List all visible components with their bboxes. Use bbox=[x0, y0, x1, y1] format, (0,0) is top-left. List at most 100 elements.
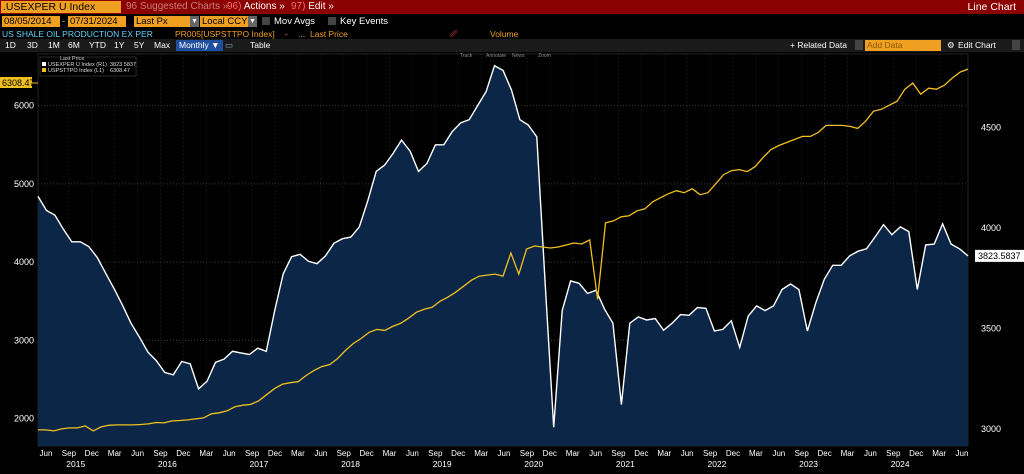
mov-avgs-checkbox[interactable] bbox=[262, 17, 270, 25]
x-year-label: 2021 bbox=[616, 459, 635, 469]
legend-entry-value: 3823.5837 bbox=[110, 62, 136, 68]
left-last-value-label: 6308.47 bbox=[2, 78, 35, 88]
y-right-tick-label: 3000 bbox=[981, 424, 1001, 434]
ticker-field[interactable]: .USEXPER U Index bbox=[1, 1, 121, 13]
x-month-label: Mar bbox=[657, 449, 671, 458]
range-5y[interactable]: 5Y bbox=[134, 40, 145, 50]
x-month-label: Sep bbox=[520, 449, 535, 458]
series2-dash: - bbox=[285, 29, 288, 39]
suggested-label: Suggested Charts bbox=[139, 1, 220, 12]
legend-header: Last Price bbox=[60, 56, 84, 62]
x-month-label: Mar bbox=[383, 449, 397, 458]
x-month-label: Dec bbox=[543, 449, 557, 458]
x-year-label: 2018 bbox=[341, 459, 360, 469]
y-left-tick-label: 6000 bbox=[14, 101, 34, 111]
x-month-label: Sep bbox=[153, 449, 168, 458]
range-3d[interactable]: 3D bbox=[27, 40, 38, 50]
tool-news[interactable]: News bbox=[512, 53, 525, 59]
x-month-label: Jun bbox=[956, 449, 969, 458]
key-events-label: Key Events bbox=[340, 16, 389, 27]
x-year-label: 2017 bbox=[250, 459, 269, 469]
x-month-label: Mar bbox=[841, 449, 855, 458]
actions-label: Actions bbox=[243, 1, 277, 12]
key-events-checkbox[interactable] bbox=[328, 17, 336, 25]
y-right-tick-label: 4500 bbox=[981, 122, 1001, 132]
x-month-label: Mar bbox=[566, 449, 580, 458]
x-month-label: Sep bbox=[886, 449, 901, 458]
related-data-button[interactable]: + Related Data bbox=[790, 40, 847, 50]
chevron-down-icon[interactable]: ▼ bbox=[248, 16, 257, 27]
end-date-field[interactable]: 07/31/2024 bbox=[68, 16, 126, 27]
x-month-label: Mar bbox=[932, 449, 946, 458]
volume-label: Volume bbox=[490, 29, 519, 39]
x-month-label: Jun bbox=[40, 449, 53, 458]
tool-annotate[interactable]: Annotate bbox=[486, 53, 506, 59]
series2-field: Last Price bbox=[310, 29, 348, 39]
range-row: 1D 3D 1M 6M YTD 1Y 5Y Max Monthly ▼ ▭ Ta… bbox=[0, 39, 1024, 52]
range-1y[interactable]: 1Y bbox=[114, 40, 125, 50]
series1-title: US SHALE OIL PRODUCTION EX PER bbox=[2, 29, 153, 39]
chart-type-title: Line Chart bbox=[967, 1, 1016, 13]
suggested-charts-menu[interactable]: 96 Suggested Charts » bbox=[126, 1, 229, 12]
tool-track[interactable]: Track bbox=[460, 53, 473, 59]
volume-icon: ␥ bbox=[450, 29, 458, 39]
x-month-label: Dec bbox=[817, 449, 831, 458]
x-year-label: 2019 bbox=[433, 459, 452, 469]
x-month-label: Dec bbox=[909, 449, 923, 458]
range-max[interactable]: Max bbox=[154, 40, 171, 50]
x-month-label: Sep bbox=[611, 449, 626, 458]
usexper-line bbox=[37, 64, 969, 428]
x-month-label: Jun bbox=[223, 449, 236, 458]
dropdown-icon[interactable] bbox=[855, 40, 863, 50]
x-year-label: 2015 bbox=[66, 459, 85, 469]
edit-chart-button[interactable]: Edit Chart bbox=[958, 40, 996, 50]
legend-box bbox=[39, 56, 137, 77]
edit-menu[interactable]: 97) Edit » bbox=[291, 1, 334, 12]
x-month-label: Dec bbox=[85, 449, 99, 458]
range-1m[interactable]: 1M bbox=[48, 40, 60, 50]
mov-avgs-label: Mov Avgs bbox=[274, 16, 316, 27]
x-month-label: Dec bbox=[634, 449, 648, 458]
legend-swatch bbox=[42, 68, 46, 72]
x-month-label: Mar bbox=[474, 449, 488, 458]
edit-label: Edit bbox=[308, 1, 326, 12]
x-month-label: Dec bbox=[726, 449, 740, 458]
axes: 2000 3000 4000 5000 6000 3000 3500 4000 4500 Jun S… bbox=[14, 101, 1001, 469]
y-right-tick-label: 4000 bbox=[981, 223, 1001, 233]
range-6m[interactable]: 6M bbox=[68, 40, 80, 50]
controls-row: 08/05/2014 - 07/31/2024 Last Px ▼ Local … bbox=[0, 15, 1024, 28]
x-month-label: Mar bbox=[108, 449, 122, 458]
price-field-select[interactable]: Last Px bbox=[134, 16, 190, 27]
x-month-label: Jun bbox=[864, 449, 877, 458]
table-button[interactable]: Table bbox=[250, 40, 271, 50]
chevron-down-icon[interactable]: ▼ bbox=[190, 16, 199, 27]
gear-icon[interactable]: ⚙ bbox=[947, 40, 955, 50]
frequency-select[interactable]: Monthly ▼ bbox=[176, 40, 223, 51]
x-month-label: Dec bbox=[176, 449, 190, 458]
more-icon[interactable] bbox=[1012, 40, 1020, 50]
uspsttpo-line bbox=[38, 68, 969, 432]
add-data-input[interactable]: Add Data bbox=[865, 40, 941, 51]
frequency-label: Monthly bbox=[179, 40, 209, 50]
right-last-value-box bbox=[975, 249, 1024, 262]
x-year-label: 2024 bbox=[891, 459, 910, 469]
suggested-num: 96 bbox=[126, 1, 138, 12]
x-month-label: Jun bbox=[772, 449, 785, 458]
table-icon[interactable]: ▭ bbox=[225, 40, 234, 50]
x-month-label: Jun bbox=[131, 449, 144, 458]
range-1d[interactable]: 1D bbox=[5, 40, 16, 50]
start-date-field[interactable]: 08/05/2014 bbox=[2, 16, 60, 27]
y-right-tick-label: 3500 bbox=[981, 323, 1001, 333]
x-month-label: Mar bbox=[749, 449, 763, 458]
range-ytd[interactable]: YTD bbox=[89, 40, 106, 50]
edit-num: 97 bbox=[291, 1, 303, 12]
actions-menu[interactable]: 96) Actions » bbox=[227, 1, 285, 12]
x-month-label: Mar bbox=[291, 449, 305, 458]
tool-zoom[interactable]: Zoom bbox=[538, 53, 551, 59]
x-month-label: Sep bbox=[245, 449, 260, 458]
currency-select[interactable]: Local CCY bbox=[200, 16, 248, 27]
y-left-tick-label: 3000 bbox=[14, 335, 34, 345]
y-left-tick-label: 2000 bbox=[14, 414, 34, 424]
